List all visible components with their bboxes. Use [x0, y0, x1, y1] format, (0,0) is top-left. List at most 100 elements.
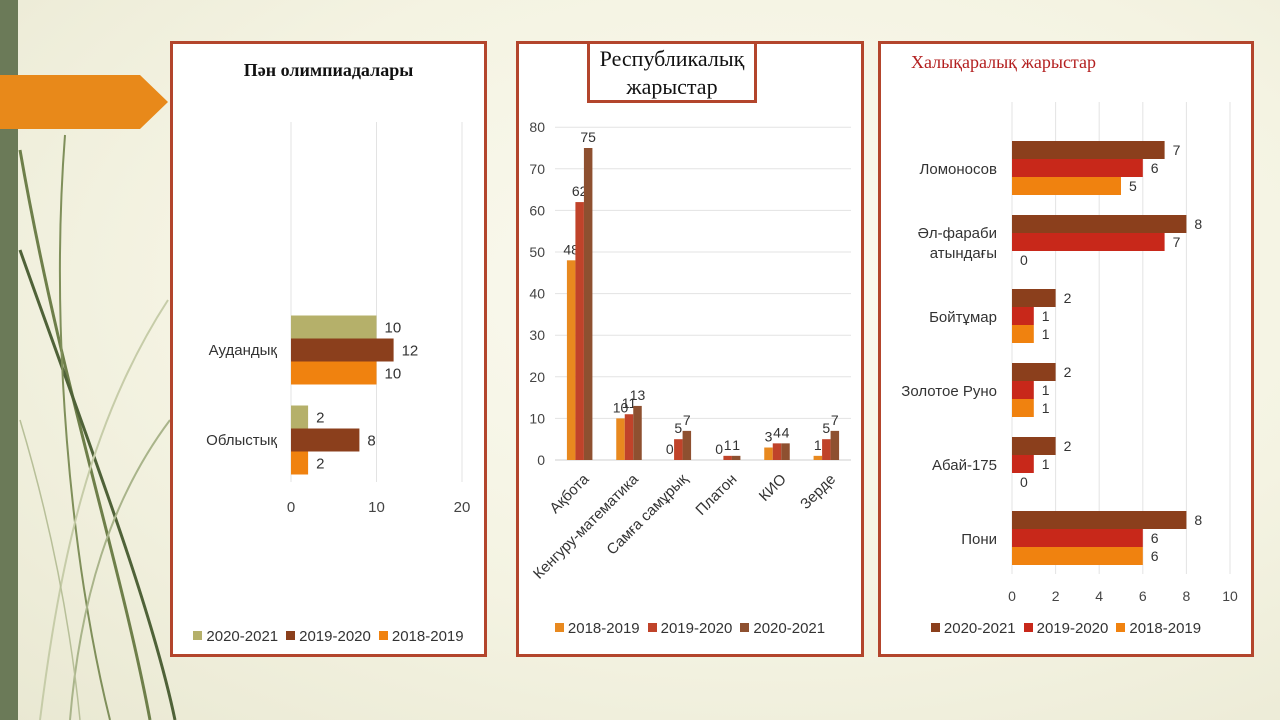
x-tick-label: 0 [1008, 588, 1016, 604]
category-label: Аудандық [209, 342, 278, 359]
chart-title-line-1: Республикалық [599, 46, 745, 71]
data-label: 2 [316, 456, 324, 473]
legend-swatch [1116, 623, 1126, 632]
legend-swatch [193, 631, 203, 640]
x-tick-label: 6 [1139, 588, 1147, 604]
chart-title: Пән олимпиадалары [243, 60, 414, 80]
legend-item: 2018-2019 [554, 620, 640, 637]
republican-competitions-chart: 01020304050607080486275Ақбота101113Кенгу… [529, 119, 851, 583]
bar [1012, 233, 1165, 251]
bar [1012, 177, 1121, 195]
bar [566, 260, 576, 460]
data-label: 12 [402, 343, 419, 360]
orange-arrow-tab [0, 75, 168, 129]
data-label: 5 [1129, 178, 1137, 194]
legend-label: 2018-2019 [1129, 620, 1202, 637]
data-label: 2 [316, 410, 324, 427]
legend-swatch [554, 623, 564, 632]
bar [291, 338, 394, 362]
bar [1012, 325, 1034, 343]
x-tick-label: 10 [1222, 588, 1238, 604]
data-label: 5 [822, 420, 830, 436]
x-tick-label: 20 [454, 499, 471, 516]
bar [723, 455, 732, 460]
data-label: 10 [385, 366, 402, 383]
decorative-grass-lines [18, 134, 177, 720]
x-tick-label: 4 [1095, 588, 1103, 604]
legend-label: 2020-2021 [753, 620, 826, 637]
bar [1012, 547, 1143, 565]
bar [616, 418, 625, 460]
data-label: 7 [1173, 142, 1181, 158]
chart-title-box: Республикалық жарыстар [587, 41, 757, 103]
legend-item: 2019-2020 [286, 628, 371, 645]
bar [1012, 141, 1165, 159]
bar [575, 202, 584, 460]
legend-item: 2018-2019 [1116, 620, 1201, 637]
data-label: 2 [1064, 438, 1072, 454]
legend-label: 2018-2019 [391, 628, 464, 645]
legend-label: 2020-2021 [206, 628, 279, 645]
data-label: 6 [1151, 160, 1159, 176]
bar [583, 148, 593, 460]
data-label: 8 [1194, 216, 1202, 232]
chart-title-line-2: жарыстар [626, 74, 718, 99]
legend-swatch [378, 631, 388, 640]
data-label: 6 [1151, 530, 1159, 546]
x-tick-label: 2 [1052, 588, 1060, 604]
bar [822, 439, 831, 460]
bar [731, 455, 741, 460]
bar [1012, 511, 1187, 529]
legend-item: 2020-2021 [740, 620, 825, 637]
bar [764, 447, 773, 460]
data-label: 7 [1173, 234, 1181, 250]
category-label: Облыстық [206, 432, 277, 449]
category-label: Ломоносов [920, 161, 997, 178]
data-label: 8 [1194, 512, 1202, 528]
category-label: Пони [961, 531, 997, 548]
chart-legend: 2020-2021 2019-2020 2018-2019 [173, 628, 484, 645]
category-label: Золотое Руно [901, 383, 997, 400]
legend-label: 2020-2021 [943, 620, 1016, 637]
data-label: 8 [367, 433, 375, 450]
data-label: 1 [1042, 382, 1050, 398]
bar [1012, 159, 1143, 177]
x-tick-label: 8 [1183, 588, 1191, 604]
bar [624, 414, 634, 460]
category-label: атындағы [930, 245, 997, 262]
data-label: 0 [666, 441, 674, 457]
data-label: 1 [1042, 456, 1050, 472]
y-tick-label: 40 [529, 286, 545, 302]
bar [1012, 363, 1056, 381]
bar [291, 315, 377, 339]
y-tick-label: 20 [529, 369, 545, 385]
category-label: Абай-175 [932, 457, 997, 474]
data-label: 2 [1064, 364, 1072, 380]
data-label: 1 [1042, 308, 1050, 324]
data-label: 4 [782, 424, 790, 440]
bar [291, 361, 377, 385]
legend-label: 2019-2020 [660, 620, 733, 637]
data-label: 3 [765, 429, 773, 445]
data-label: 1 [814, 437, 822, 453]
data-label: 4 [773, 424, 781, 440]
y-tick-label: 60 [529, 202, 545, 218]
bar [291, 428, 360, 452]
legend-swatch [1023, 623, 1033, 632]
data-label: 48 [563, 241, 579, 257]
legend-item: 2018-2019 [378, 628, 464, 645]
x-tick-label: 10 [368, 499, 385, 516]
bar [291, 451, 309, 475]
data-label: 75 [580, 129, 596, 145]
category-label: Әл-фараби [918, 225, 997, 242]
data-label: 7 [683, 412, 691, 428]
legend-item: 2020-2021 [930, 620, 1016, 637]
data-label: 13 [630, 387, 646, 403]
legend-swatch [286, 631, 296, 640]
bar [830, 430, 840, 460]
category-label: Ақбота [546, 470, 593, 517]
data-label: 1 [732, 437, 740, 453]
data-label: 5 [674, 420, 682, 436]
legend-item: 2019-2020 [1023, 620, 1108, 637]
